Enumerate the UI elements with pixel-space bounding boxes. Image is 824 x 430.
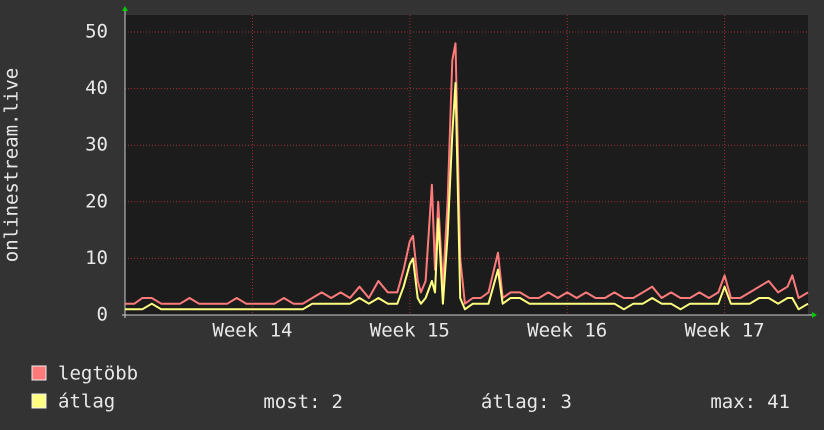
stat-value: 41 bbox=[767, 391, 790, 413]
legend-label: legtöbb bbox=[58, 363, 138, 385]
series-line bbox=[125, 81, 809, 311]
y-tick-label: 40 bbox=[85, 77, 108, 99]
y-axis-label: onlinestream.live bbox=[1, 68, 23, 262]
stat: átlag: 3 bbox=[481, 391, 572, 413]
y-tick-label: 20 bbox=[85, 190, 108, 212]
y-tick-label: 50 bbox=[85, 20, 108, 42]
stat-label: max: bbox=[710, 391, 756, 413]
stat-label: átlag: bbox=[481, 391, 550, 413]
stat: most: 2 bbox=[263, 391, 343, 413]
legend-label: átlag bbox=[58, 391, 115, 413]
stat: max: 41 bbox=[710, 391, 790, 413]
x-tick-label: Week 14 bbox=[212, 320, 292, 342]
legend-swatch bbox=[31, 393, 47, 409]
y-tick-label: 30 bbox=[85, 134, 108, 156]
x-tick-label: Week 16 bbox=[527, 320, 607, 342]
x-tick-label: Week 17 bbox=[685, 320, 765, 342]
series-line bbox=[125, 42, 809, 305]
stat-label: most: bbox=[263, 391, 320, 413]
y-tick-label: 0 bbox=[97, 304, 108, 326]
y-tick-label: 10 bbox=[85, 247, 108, 269]
plot-area bbox=[125, 15, 808, 315]
x-tick-label: Week 15 bbox=[370, 320, 450, 342]
stat-value: 3 bbox=[561, 391, 572, 413]
axis-arrow bbox=[812, 312, 817, 318]
axis-arrow bbox=[122, 6, 128, 11]
legend-swatch bbox=[31, 365, 47, 381]
stat-value: 2 bbox=[332, 391, 343, 413]
